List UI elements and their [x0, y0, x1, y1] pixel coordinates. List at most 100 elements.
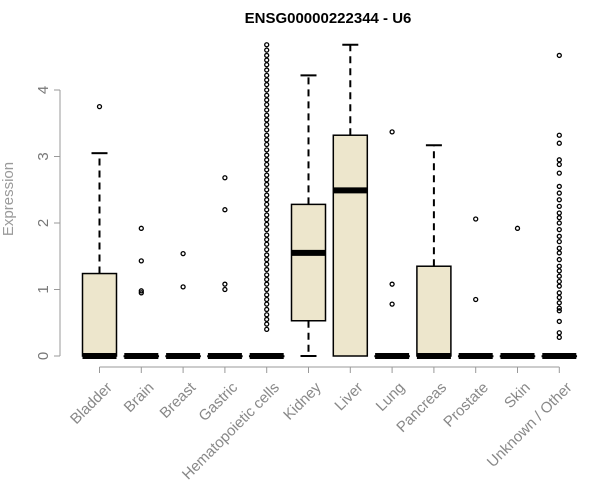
outlier-point — [264, 127, 270, 133]
box-breast — [165, 250, 201, 359]
outlier-point — [264, 42, 270, 48]
outlier-point — [264, 286, 270, 293]
x-tick-label: Bladder — [67, 379, 116, 428]
box-liver — [332, 43, 369, 357]
outlier-point — [264, 181, 270, 188]
outlier-point — [473, 216, 479, 222]
outlier-point — [264, 132, 270, 138]
outlier-point — [264, 281, 270, 287]
x-tick-label: Liver — [331, 379, 366, 414]
outlier-point — [556, 268, 562, 274]
outlier-point — [264, 272, 270, 278]
outlier-point — [264, 112, 270, 118]
outlier-point — [264, 92, 270, 98]
box-kidney — [290, 74, 327, 357]
outlier-point — [556, 233, 562, 239]
outlier-point — [556, 170, 562, 176]
outlier-point — [556, 203, 562, 210]
outlier-point — [264, 212, 270, 218]
y-tick-label: 2 — [35, 219, 52, 227]
outlier-point — [264, 187, 270, 193]
outlier-point — [264, 117, 270, 123]
outlier-point — [556, 210, 562, 216]
outlier-point — [180, 284, 186, 290]
outlier-point — [138, 290, 144, 296]
outlier-point — [264, 47, 270, 53]
box-skin — [499, 225, 536, 359]
outlier-point — [264, 252, 270, 258]
outlier-point — [556, 308, 562, 314]
outlier-point — [96, 103, 103, 110]
outlier-point — [264, 217, 270, 223]
box-brain — [123, 225, 160, 359]
outlier-point — [264, 246, 270, 253]
outlier-point — [264, 147, 270, 153]
outlier-point — [264, 152, 270, 158]
outlier-point — [264, 256, 270, 263]
outlier-point — [264, 161, 270, 168]
outlier-point — [556, 263, 562, 269]
outlier-point — [264, 266, 270, 273]
outlier-point — [556, 318, 562, 325]
outlier-point — [556, 294, 562, 301]
y-tick-label: 3 — [35, 152, 52, 160]
box-lung — [374, 129, 410, 359]
outlier-point — [556, 215, 562, 221]
outlier-point — [264, 301, 270, 307]
box-unknown-other — [541, 52, 578, 359]
outlier-point — [264, 207, 270, 213]
outlier-point — [222, 286, 228, 293]
outlier-point — [264, 67, 270, 73]
outlier-point — [556, 140, 562, 146]
outlier-point — [264, 316, 270, 323]
box-bladder — [81, 103, 118, 359]
outlier-point — [556, 273, 562, 279]
outlier-point — [222, 207, 228, 213]
outlier-point — [556, 245, 562, 251]
y-axis-label: Expression — [0, 162, 17, 236]
outlier-point — [556, 132, 562, 138]
outlier-point — [556, 238, 562, 245]
outlier-point — [556, 283, 562, 289]
outlier-point — [556, 334, 562, 341]
outlier-point — [264, 296, 270, 303]
outlier-point — [264, 292, 270, 298]
outlier-point — [556, 278, 562, 285]
outlier-point — [264, 306, 270, 313]
outlier-point — [264, 121, 270, 128]
outlier-point — [556, 190, 562, 196]
outlier-point — [264, 221, 270, 227]
y-tick-label: 1 — [35, 285, 52, 293]
outlier-point — [389, 281, 395, 287]
outlier-point — [556, 183, 562, 190]
outlier-point — [514, 225, 521, 231]
box-hematopoietic-cells — [248, 42, 285, 359]
chart-title: ENSG00000222344 - U6 — [245, 10, 412, 27]
box-pancreas — [416, 144, 452, 359]
y-tick-label: 4 — [35, 86, 52, 94]
outlier-point — [264, 172, 270, 178]
outlier-point — [556, 161, 562, 168]
outlier-point — [264, 312, 270, 318]
outlier-point — [264, 82, 270, 88]
outlier-point — [556, 256, 562, 263]
outlier-point — [138, 288, 144, 294]
outlier-point — [264, 62, 270, 68]
outlier-point — [556, 290, 562, 296]
outlier-point — [264, 52, 270, 59]
outlier-point — [138, 225, 144, 231]
outlier-point — [264, 141, 270, 148]
outlier-point — [556, 300, 562, 306]
box-iqr — [416, 265, 452, 357]
outlier-point — [556, 52, 562, 59]
outlier-point — [473, 296, 479, 303]
outlier-point — [264, 97, 270, 103]
x-tick-label: Prostate — [440, 379, 492, 431]
outlier-point — [264, 236, 270, 243]
outlier-point — [264, 321, 270, 327]
outlier-point — [556, 305, 562, 311]
outlier-point — [264, 326, 270, 333]
x-tick-label: Skin — [501, 379, 534, 412]
box-iqr — [81, 272, 118, 357]
